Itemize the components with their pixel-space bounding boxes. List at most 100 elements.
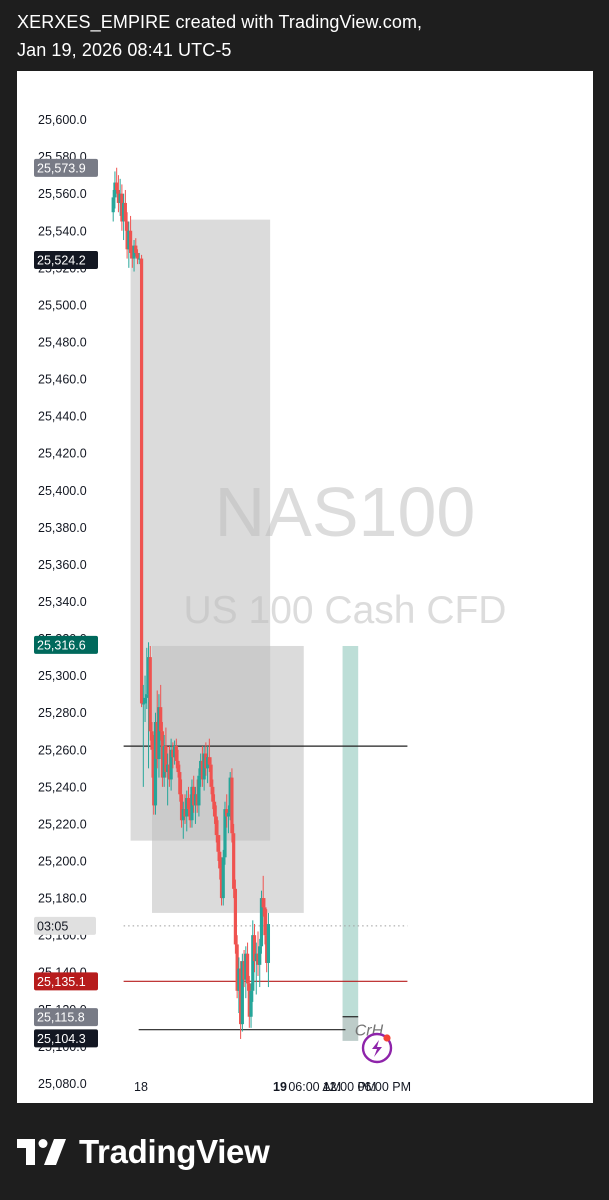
price-label-text: 25,316.6 xyxy=(37,638,86,652)
candle xyxy=(134,238,138,257)
zone-green-2 xyxy=(342,645,359,1041)
candle xyxy=(166,753,170,806)
y-tick-label: 25,200.0 xyxy=(38,855,87,869)
candle xyxy=(145,647,149,710)
x-tick-label: 19 xyxy=(273,1080,287,1094)
candle xyxy=(240,953,244,1032)
candle xyxy=(111,189,115,222)
y-tick-label: 25,480.0 xyxy=(38,335,87,349)
y-tick-label: 25,400.0 xyxy=(38,484,87,498)
candle-body xyxy=(143,697,147,704)
y-tick-label: 25,340.0 xyxy=(38,595,87,609)
candle xyxy=(122,193,126,241)
y-tick-label: 25,180.0 xyxy=(38,892,87,906)
y-tick-label: 25,600.0 xyxy=(38,113,87,127)
candle xyxy=(235,935,239,999)
candle xyxy=(230,768,234,843)
candle xyxy=(266,912,271,988)
candle xyxy=(202,746,206,791)
candle-body xyxy=(152,749,156,806)
candle-body xyxy=(169,749,173,780)
candle-body xyxy=(185,797,189,817)
candle xyxy=(193,786,198,824)
candle xyxy=(254,942,258,995)
candle xyxy=(206,746,210,784)
candle xyxy=(139,254,144,708)
candle xyxy=(259,890,264,954)
candle xyxy=(256,931,260,976)
candle xyxy=(179,779,184,828)
candle xyxy=(148,645,152,741)
candle-body xyxy=(258,946,262,965)
tradingview-logo-icon xyxy=(17,1139,66,1165)
price-label-gray: 25,115.8 xyxy=(34,1008,98,1027)
candle xyxy=(244,946,248,999)
candle xyxy=(169,738,173,791)
candle xyxy=(172,740,177,765)
candle-body xyxy=(155,721,159,760)
y-tick-label: 25,380.0 xyxy=(38,521,87,535)
candle-body xyxy=(153,721,158,806)
candle-body xyxy=(247,983,251,1017)
candle-body xyxy=(226,812,231,817)
candle xyxy=(178,764,182,802)
candle xyxy=(251,920,255,1002)
candle xyxy=(239,961,243,1039)
y-tick-label: 25,240.0 xyxy=(38,780,87,794)
y-tick-label: 25,500.0 xyxy=(38,298,87,312)
candle xyxy=(211,779,215,810)
y-tick-label: 25,080.0 xyxy=(38,1077,87,1091)
price-chart[interactable]: NAS100 US 100 Cash CFD CrH 25,600.025,58… xyxy=(17,71,593,1103)
candle-body xyxy=(251,935,255,991)
candle-body xyxy=(219,868,224,899)
candle-body xyxy=(252,935,257,962)
candle-body xyxy=(115,182,119,190)
candle-body xyxy=(209,764,213,787)
y-tick-label: 25,260.0 xyxy=(38,743,87,757)
candle-body xyxy=(148,657,152,732)
alerts-lightning-icon[interactable] xyxy=(361,1032,393,1064)
candle xyxy=(153,712,158,815)
candle-body xyxy=(145,694,149,698)
candle xyxy=(125,212,129,259)
candle xyxy=(237,957,241,1014)
candle xyxy=(204,742,208,776)
candle xyxy=(115,167,119,194)
candle xyxy=(186,786,191,817)
candle-body xyxy=(244,953,248,980)
candle xyxy=(199,753,203,787)
chart-panel[interactable]: NAS100 US 100 Cash CFD CrH 25,600.0 25,58… xyxy=(17,71,593,1103)
candle xyxy=(192,775,196,813)
candle xyxy=(263,898,267,945)
chart-header-author: XERXES_EMPIRE created with TradingView.c… xyxy=(17,12,423,32)
candle-body xyxy=(211,786,215,802)
candle-body xyxy=(259,898,264,947)
candle-body xyxy=(146,657,151,695)
price-label-timer: 03:05 xyxy=(34,916,96,935)
candle-body xyxy=(200,760,204,780)
candle-body xyxy=(122,202,126,222)
x-tick-label: 18 xyxy=(134,1080,148,1094)
candle-body xyxy=(123,202,127,222)
price-label-text: 25,115.8 xyxy=(37,1011,85,1025)
candles-layer xyxy=(111,167,271,1039)
candle-body xyxy=(139,258,144,704)
candle-body xyxy=(199,760,203,776)
candle-body xyxy=(242,961,246,980)
candle xyxy=(128,215,133,259)
price-label-teal: 25,316.6 xyxy=(34,635,98,654)
candle-body xyxy=(195,794,199,806)
candle-body xyxy=(164,746,168,773)
y-tick-label: 25,540.0 xyxy=(38,224,87,238)
candle xyxy=(209,757,213,795)
candle-body xyxy=(181,809,185,821)
candle xyxy=(245,942,250,991)
chart-header-timestamp: Jan 19, 2026 08:41 UTC-5 xyxy=(17,40,232,60)
candle-body xyxy=(254,953,258,962)
price-label-box xyxy=(34,158,98,177)
y-tick-label: 25,460.0 xyxy=(38,373,87,387)
price-label-box xyxy=(34,1008,98,1027)
candle-body xyxy=(116,189,121,203)
candle-body xyxy=(141,703,145,705)
